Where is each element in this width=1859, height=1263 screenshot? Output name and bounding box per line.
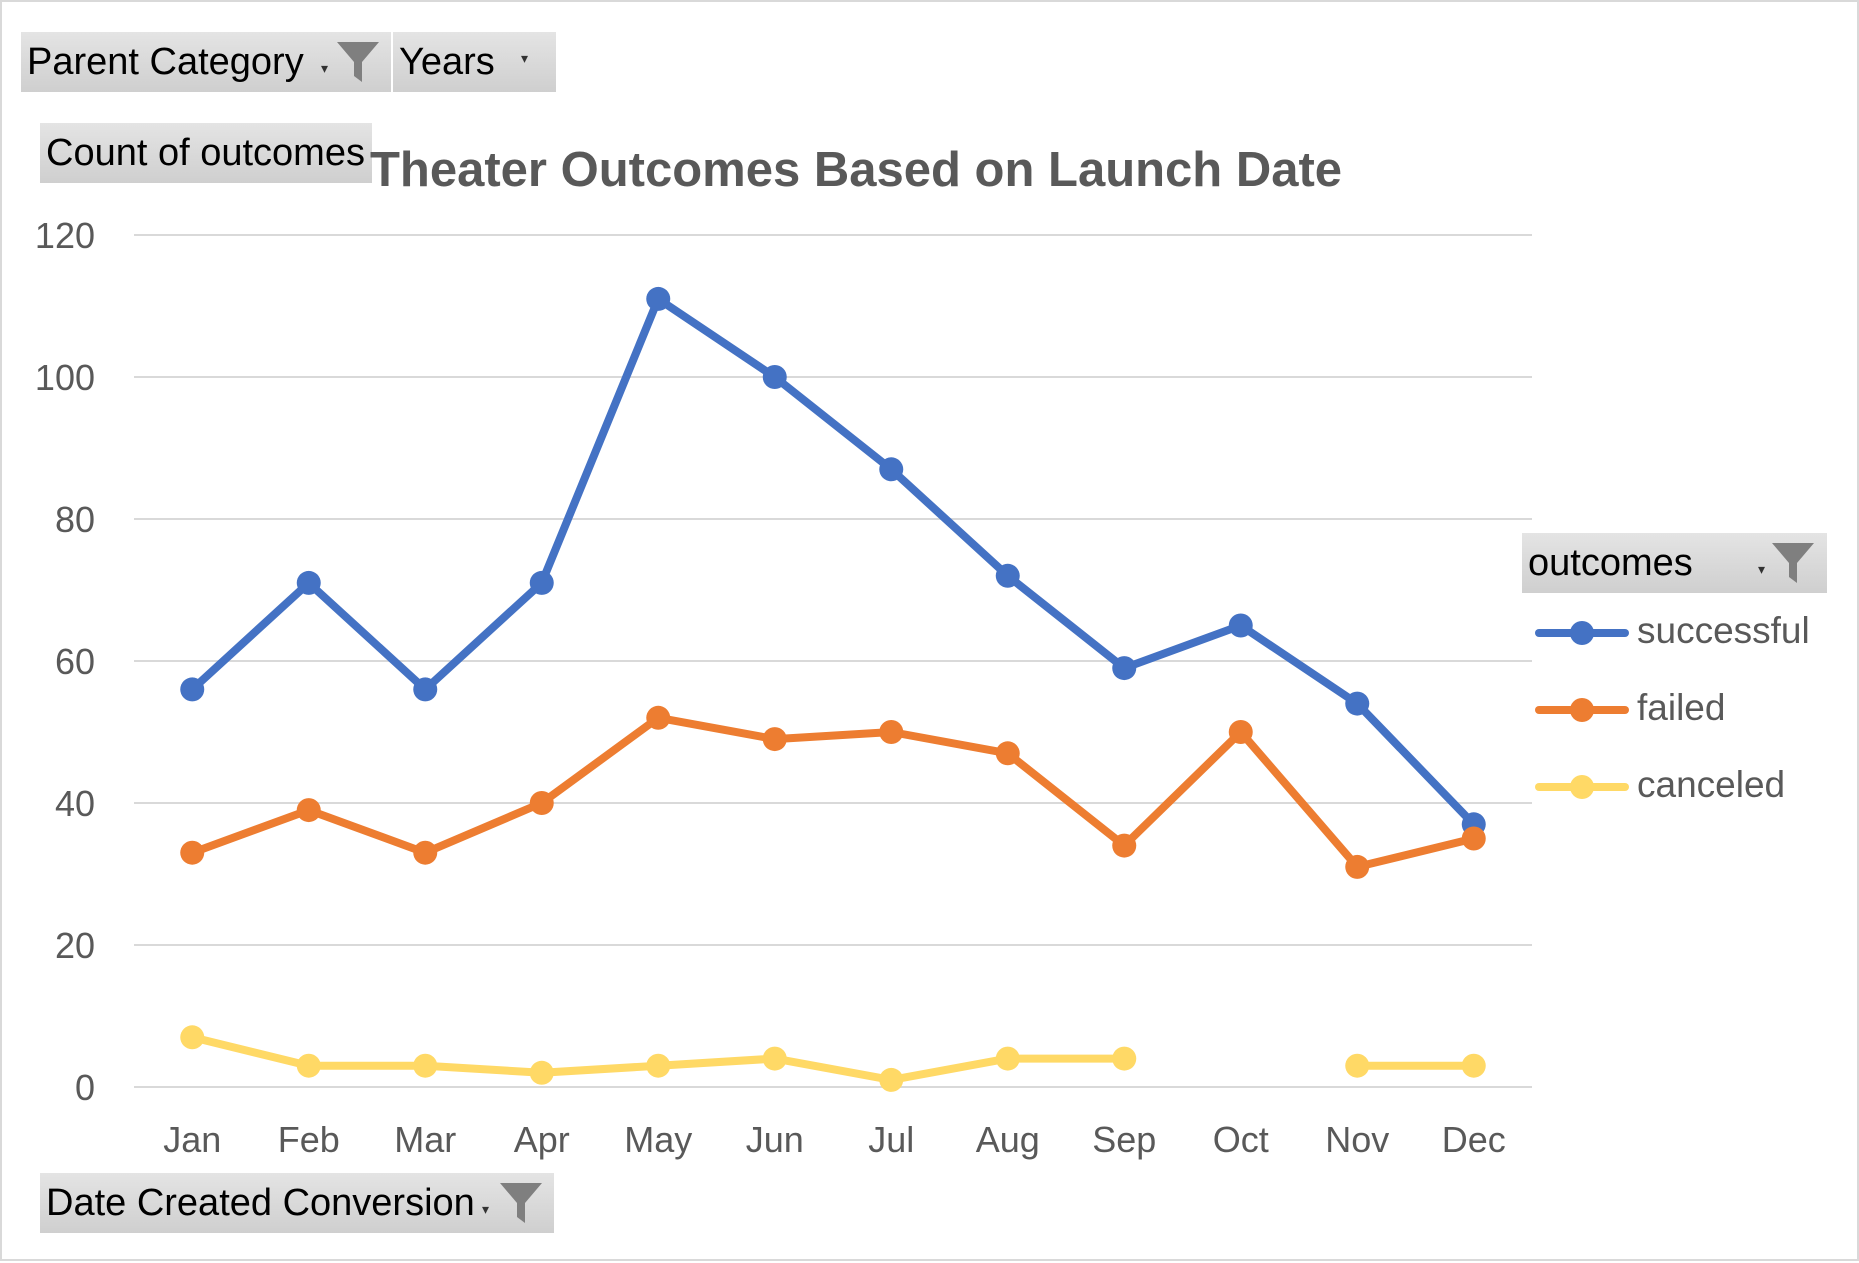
data-point[interactable] [1112, 1046, 1137, 1071]
data-point[interactable] [529, 791, 554, 815]
series-canceled [180, 1025, 1486, 1092]
data-point[interactable] [1461, 1053, 1486, 1078]
y-tick-label: 80 [55, 499, 95, 540]
gridlines [134, 234, 1532, 1088]
x-tick-label: Oct [1213, 1119, 1269, 1160]
data-point[interactable] [413, 1053, 438, 1078]
data-point[interactable] [995, 741, 1020, 766]
series-failed [180, 705, 1486, 879]
data-point[interactable] [762, 727, 787, 752]
data-point[interactable] [995, 563, 1020, 588]
data-point[interactable] [995, 1046, 1020, 1071]
parent-category-label: Parent Category [27, 40, 304, 83]
y-tick-label: 60 [55, 641, 95, 682]
x-tick-label: May [624, 1119, 692, 1160]
years-label: Years [399, 40, 495, 83]
data-point[interactable] [646, 705, 671, 730]
y-tick-label: 20 [55, 925, 95, 966]
data-point[interactable] [879, 720, 904, 744]
x-tick-label: Mar [394, 1119, 456, 1160]
x-tick-label: Jun [746, 1119, 804, 1160]
chart-title: Theater Outcomes Based on Launch Date [370, 143, 1343, 197]
legend-field-label: outcomes [1528, 541, 1693, 584]
data-point[interactable] [646, 1053, 671, 1078]
series-lines [180, 286, 1486, 1092]
series-line [188, 713, 1478, 871]
parent-category-filter-button[interactable]: Parent Category ▾ [21, 32, 391, 92]
data-point[interactable] [1345, 854, 1370, 879]
data-point[interactable] [879, 1067, 904, 1092]
data-point[interactable] [1345, 1053, 1370, 1078]
data-point[interactable] [180, 677, 205, 702]
axis-field-button[interactable]: Date Created Conversion ▾ [40, 1173, 554, 1233]
y-tick-label: 40 [55, 783, 95, 824]
data-point[interactable] [413, 840, 438, 865]
legend-label-successful: successful [1637, 610, 1810, 651]
data-point[interactable] [1112, 833, 1137, 858]
x-tick-label: Jul [868, 1119, 914, 1160]
x-axis: Jan Feb Mar Apr May Jun Jul Aug Sep Oct Nov Dec [163, 1119, 1506, 1160]
y-tick-label: 120 [35, 215, 95, 256]
y-tick-label: 100 [35, 357, 95, 398]
legend-label-failed: failed [1637, 687, 1726, 728]
x-tick-label: Sep [1092, 1119, 1156, 1160]
dropdown-arrow-icon: ▾ [482, 1201, 490, 1217]
y-tick-label: 0 [75, 1067, 95, 1108]
data-point[interactable] [1228, 613, 1253, 638]
data-point[interactable] [529, 570, 554, 595]
dropdown-arrow-icon: ▾ [1758, 561, 1766, 577]
years-filter-button[interactable]: Years ▾ [393, 32, 556, 92]
dropdown-arrow-icon: ▾ [521, 50, 529, 66]
data-point[interactable] [180, 1025, 205, 1050]
value-field-label: Count of outcomes [46, 131, 365, 174]
data-point[interactable] [1461, 826, 1486, 851]
data-point[interactable] [296, 798, 321, 823]
data-point[interactable] [762, 365, 787, 389]
data-point[interactable] [413, 677, 438, 702]
data-point[interactable] [762, 1046, 787, 1071]
series-line [188, 294, 1478, 829]
axis-field-label: Date Created Conversion [46, 1181, 475, 1224]
legend-marker [1570, 698, 1594, 722]
y-axis: 0 20 40 60 80 100 120 [35, 215, 95, 1108]
data-point[interactable] [529, 1060, 554, 1085]
legend-markers [1535, 621, 1629, 799]
data-point[interactable] [296, 1053, 321, 1078]
x-tick-label: Nov [1325, 1119, 1389, 1160]
dropdown-arrow-icon: ▾ [321, 60, 329, 76]
legend-label-canceled: canceled [1637, 764, 1786, 805]
x-tick-label: Jan [163, 1119, 221, 1160]
data-point[interactable] [1228, 720, 1253, 744]
value-field-button[interactable]: Count of outcomes [40, 123, 372, 183]
data-point[interactable] [1112, 656, 1137, 681]
data-point[interactable] [879, 457, 904, 482]
data-point[interactable] [296, 570, 321, 595]
x-tick-label: Dec [1442, 1119, 1506, 1160]
x-tick-label: Aug [976, 1119, 1040, 1160]
series-successful [180, 286, 1486, 837]
data-point[interactable] [1345, 691, 1370, 716]
x-tick-label: Feb [278, 1119, 340, 1160]
legend-marker [1570, 621, 1594, 645]
x-tick-label: Apr [514, 1119, 570, 1160]
legend-marker [1570, 775, 1594, 799]
filter-icon [337, 42, 379, 82]
legend-field-button[interactable]: outcomes ▾ [1522, 533, 1827, 593]
filter-icon [500, 1183, 542, 1223]
data-point[interactable] [180, 840, 205, 865]
filter-icon [1772, 543, 1814, 583]
data-point[interactable] [646, 286, 671, 311]
